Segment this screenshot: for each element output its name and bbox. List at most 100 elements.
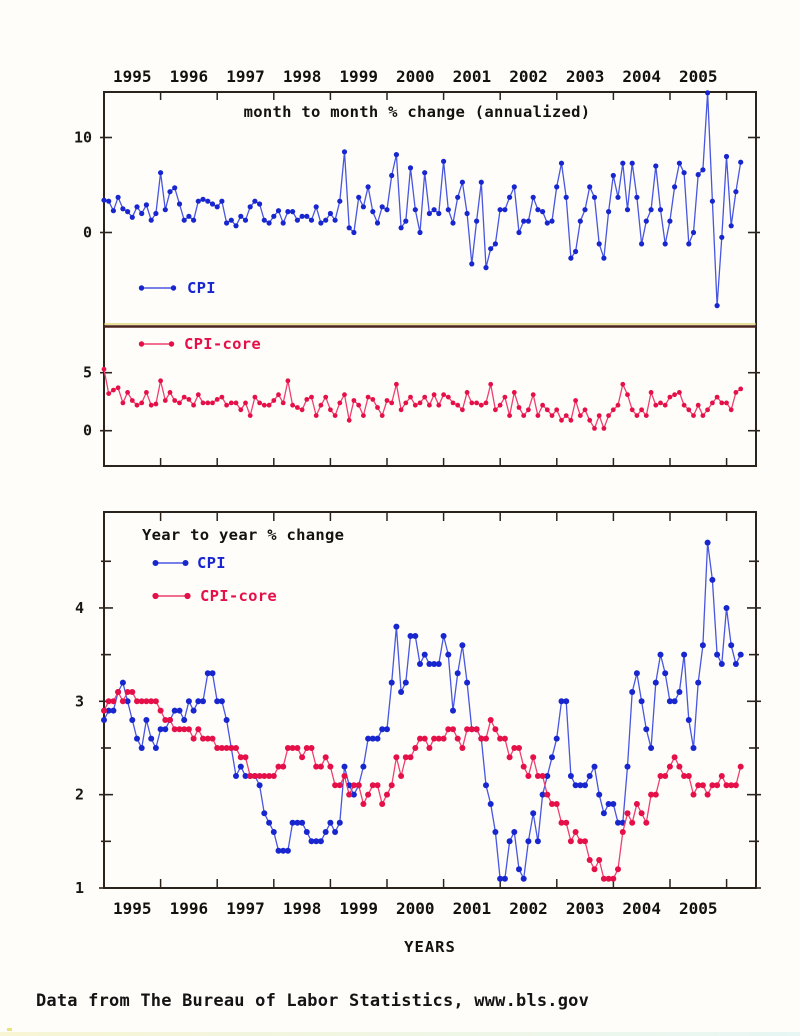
mm-core-series-point	[592, 426, 597, 431]
mm-core-series-point	[516, 405, 522, 410]
yy-cpi-series-point	[539, 791, 546, 798]
yy-cpi-series-point	[308, 838, 315, 845]
bottom-year-label: 1995	[113, 899, 152, 918]
yy-legend-cpi: CPI	[152, 554, 226, 572]
top-year-label: 2001	[453, 67, 492, 86]
mm-core-series-point	[280, 400, 286, 406]
mm-core-series-point	[488, 381, 494, 387]
yy-core-series-point	[657, 773, 664, 779]
mm-cpi-series-point	[700, 167, 706, 173]
mm-core-series-point	[191, 402, 197, 408]
yy-core-series-point	[270, 773, 277, 779]
yy-cpi-series-point	[459, 642, 466, 649]
mm-core-series-point	[313, 413, 319, 418]
yy-cpi-series-point	[464, 679, 471, 686]
yy-cpi-series-point	[237, 763, 244, 770]
yy-core-series-point	[181, 726, 188, 733]
mm-cpi-series-point	[337, 198, 343, 204]
bottom-year-label: 1996	[170, 899, 209, 918]
mm-core-series-point	[540, 402, 545, 408]
mm-cpi-series-point	[488, 246, 494, 252]
mm-cpi-series-point	[323, 217, 329, 223]
mm-core-series-point	[606, 413, 611, 418]
yy-core-series-point	[294, 745, 301, 751]
mm-cpi-series-point	[540, 209, 546, 215]
mm-cpi-series-point	[436, 210, 442, 217]
bottom-year-label: 2001	[453, 899, 492, 918]
mm-cpi-series-point	[285, 209, 291, 215]
yy-cpi-series-point	[402, 679, 409, 686]
yy-core-series-point	[167, 717, 173, 723]
yy-cpi-series-point	[563, 698, 570, 705]
yy-cpi-series-point	[138, 745, 145, 751]
bottom-year-label: 2002	[509, 899, 548, 918]
yy-core-series-point	[289, 745, 296, 751]
yy-core-series-point	[464, 726, 471, 733]
yy-core-series-point	[596, 857, 603, 863]
mm-core-series-point	[177, 400, 182, 406]
mm-cpi-series-point	[558, 160, 565, 166]
mm-cpi-series-point	[195, 198, 201, 204]
mm-core-series-point	[167, 390, 173, 395]
yy-cpi-series-point	[270, 829, 277, 835]
yy-cpi-series-point	[256, 782, 263, 789]
mm-core-series-point	[408, 394, 413, 400]
mm-cpi-series-point	[275, 208, 282, 214]
yy-core-series-point	[379, 801, 386, 807]
yy-cpi-series-point	[624, 763, 631, 770]
mm-core-series-point	[544, 407, 550, 413]
yy-core-series-point	[237, 754, 244, 761]
mm-core-series-point	[101, 366, 107, 372]
yy-cpi-series-point	[327, 819, 334, 826]
mm-cpi-series-point	[205, 198, 211, 204]
mm-core-series-point	[379, 413, 385, 418]
yy-cpi-series-point	[497, 875, 504, 882]
yy-core-series-point	[563, 819, 570, 826]
mm-cpi-series-point	[441, 158, 447, 164]
yy-core-series-point	[629, 819, 636, 826]
yy-core-series-point	[228, 745, 235, 751]
yy-core-series-point	[374, 782, 381, 789]
yy-cpi-series-point	[544, 773, 551, 779]
yy-cpi-series-point	[393, 623, 400, 630]
yy-core-series-point	[209, 735, 216, 742]
mm-cpi-ytick-label: 0	[83, 224, 92, 242]
yy-cpi-series-point	[233, 773, 239, 779]
mm-cpi-series-point	[233, 223, 239, 229]
yy-core-series-point	[431, 735, 438, 742]
mm-cpi-series-point	[252, 198, 258, 204]
mm-plot-box	[103, 91, 757, 467]
yy-cpi-series-point	[582, 782, 588, 789]
yy-cpi-series-point	[303, 829, 310, 835]
yy-cpi-series-point	[506, 838, 513, 845]
yy-legend-core: CPI-core	[152, 587, 277, 605]
yy-cpi-series-point	[214, 698, 221, 705]
yy-cpi-series-point	[223, 717, 230, 723]
yy-core-series-point	[544, 791, 551, 798]
mm-cpi-series-point	[389, 172, 395, 179]
mm-core-series-point	[502, 394, 508, 400]
mm-cpi-series-point	[507, 194, 513, 200]
mm-cpi-ytick-label: 10	[74, 129, 92, 147]
mm-core-series-point	[568, 417, 574, 423]
yy-cpi-series-point	[450, 707, 456, 714]
mm-cpi-series-point	[417, 229, 423, 236]
mm-core-series-point	[125, 390, 130, 395]
mm-core-series-point	[634, 413, 640, 418]
mm-cpi-series-point	[374, 220, 381, 226]
mm-core-series-point	[728, 407, 734, 413]
mm-core-series-point	[478, 402, 484, 408]
yy-cpi-series-point	[143, 717, 150, 723]
mm-core-series-point	[332, 413, 338, 418]
yy-core-series-point	[176, 726, 183, 733]
mm-core-series-point	[530, 392, 536, 398]
yy-cpi-series-point	[652, 679, 659, 686]
mm-cpi-series-point	[186, 213, 192, 219]
mm-cpi-series-point	[455, 194, 461, 200]
mm-core-series-point	[620, 381, 626, 387]
yy-core-series-point	[280, 763, 287, 770]
yy-core-series-point	[421, 735, 428, 742]
yy-cpi-series-point	[638, 698, 645, 705]
yy-cpi-series-point	[577, 782, 584, 789]
